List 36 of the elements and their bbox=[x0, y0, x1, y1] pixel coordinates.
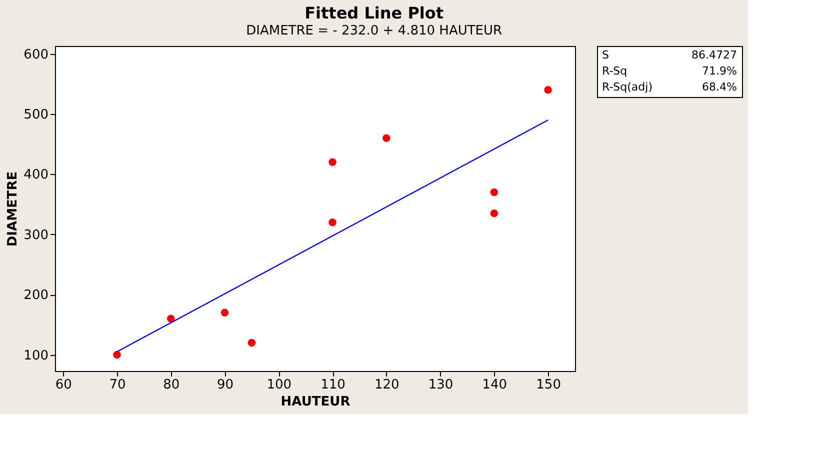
y-tick-label: 200 bbox=[24, 288, 48, 304]
x-tick-label: 80 bbox=[163, 378, 180, 392]
y-tick-label: 300 bbox=[24, 228, 48, 243]
point bbox=[328, 158, 336, 166]
point bbox=[382, 134, 390, 142]
y-tick-label: 600 bbox=[24, 47, 48, 62]
point bbox=[113, 350, 121, 359]
chart-subtitle: DIAMETRE = - 232.0 + 4.810 HAUTEUR bbox=[246, 24, 502, 38]
text: R-Sq(adj) bbox=[602, 80, 652, 94]
point bbox=[490, 188, 498, 196]
text: 71.9% bbox=[702, 64, 737, 78]
point bbox=[490, 209, 498, 218]
text: 68.4% bbox=[702, 80, 737, 94]
x-tick-label: 120 bbox=[374, 378, 400, 392]
text: 86.4727 bbox=[692, 48, 737, 62]
point bbox=[544, 86, 552, 94]
text: R-Sq bbox=[602, 64, 628, 78]
point bbox=[220, 308, 229, 316]
text: S bbox=[602, 48, 609, 62]
point bbox=[248, 338, 256, 347]
y-tick-label: 400 bbox=[24, 168, 48, 183]
y-tick-label: 100 bbox=[24, 348, 48, 364]
x-tick-label: 70 bbox=[109, 378, 126, 392]
x-tick-label: 140 bbox=[482, 378, 508, 392]
x-tick-label: 60 bbox=[55, 378, 72, 392]
point bbox=[328, 218, 336, 226]
x-tick-label: 90 bbox=[216, 378, 234, 392]
y-axis-title: DIAMETRE bbox=[6, 171, 21, 247]
chart-title: Fitted Line Plot bbox=[304, 4, 444, 22]
point bbox=[166, 314, 175, 323]
y-tick-label: 500 bbox=[24, 108, 48, 123]
x-tick-label: 130 bbox=[428, 378, 454, 392]
x-tick-label: 100 bbox=[266, 378, 292, 392]
x-tick-label: 110 bbox=[320, 378, 346, 392]
x-axis-title: HAUTEUR bbox=[280, 394, 350, 410]
x-tick-label: 150 bbox=[536, 378, 561, 392]
